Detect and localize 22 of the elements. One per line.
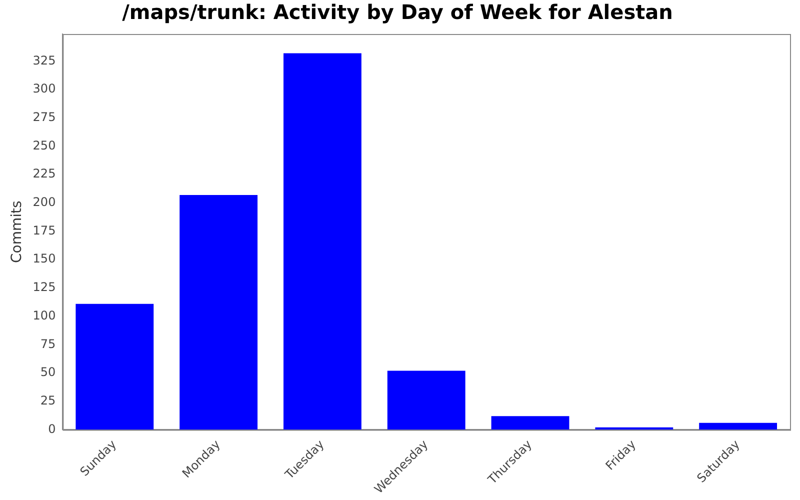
y-axis-title: Commits: [9, 200, 26, 263]
y-tick-label: 75: [40, 336, 56, 351]
y-tick-label: 25: [40, 393, 56, 408]
y-tick-label: 150: [32, 252, 56, 266]
y-tick-label: 225: [32, 166, 56, 181]
chart-title: /maps/trunk: Activity by Day of Week for Alestan: [122, 0, 673, 24]
bar: [76, 304, 154, 430]
bar: [491, 416, 570, 430]
bar: [699, 422, 778, 430]
bar: [283, 53, 362, 430]
y-tick-label: 175: [32, 223, 56, 238]
y-tick-label: 125: [32, 280, 56, 294]
y-tick-label: 100: [32, 308, 56, 322]
y-tick-label: 0: [48, 422, 56, 436]
bar: [387, 370, 466, 430]
y-tick-label: 275: [32, 110, 56, 124]
y-tick-label: 300: [32, 82, 56, 96]
y-tick-label: 325: [32, 53, 56, 68]
bar: [180, 195, 258, 430]
y-tick-label: 250: [32, 138, 56, 152]
y-tick-label: 200: [32, 195, 56, 210]
y-tick-label: 50: [40, 365, 56, 380]
